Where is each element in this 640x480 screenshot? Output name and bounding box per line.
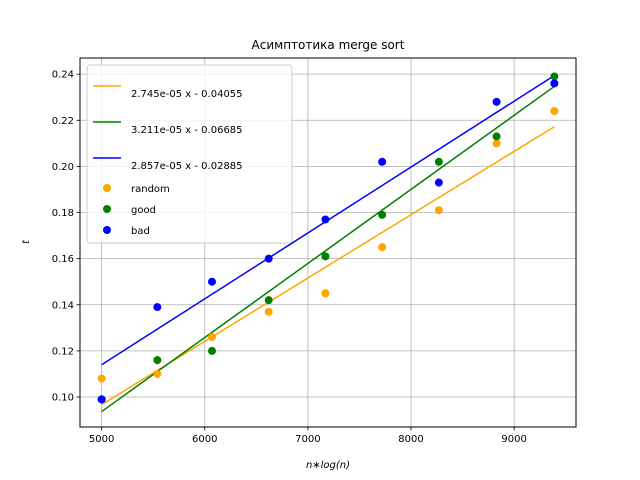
point-random xyxy=(321,289,330,298)
legend-marker xyxy=(103,205,111,213)
y-tick-label: 0.10 xyxy=(52,393,74,404)
point-good xyxy=(492,132,501,141)
legend-marker xyxy=(103,184,111,192)
point-random xyxy=(207,333,216,342)
legend-box xyxy=(86,64,293,244)
point-random xyxy=(264,307,273,316)
y-tick-label: 0.14 xyxy=(52,300,74,311)
chart-title: Асимптотика merge sort xyxy=(252,38,405,52)
point-bad xyxy=(321,215,330,224)
legend-fit-label: 2.857e-05 x - 0.02885 xyxy=(131,161,243,172)
point-good xyxy=(207,346,216,355)
y-tick-label: 0.12 xyxy=(52,346,74,357)
point-bad xyxy=(550,79,559,88)
fit-line-1 xyxy=(101,85,555,413)
point-good xyxy=(378,210,387,219)
point-bad xyxy=(492,97,501,106)
data-points xyxy=(97,72,559,404)
point-bad xyxy=(434,178,443,187)
point-bad xyxy=(378,157,387,166)
plot-frame xyxy=(79,57,577,428)
x-tick-label: 7000 xyxy=(295,434,320,445)
x-axis-ticks: 5000 6000 7000 8000 9000 xyxy=(89,427,527,445)
y-axis-label: t xyxy=(21,239,32,244)
y-tick-label: 0.22 xyxy=(52,116,74,127)
point-bad xyxy=(153,303,162,312)
x-tick-label: 8000 xyxy=(398,434,423,445)
legend-marker xyxy=(103,226,111,234)
legend-fit-label: 3.211e-05 x - 0.06685 xyxy=(131,125,243,136)
y-axis-ticks: 0.10 0.12 0.14 0.16 0.18 0.20 0.22 0.24 xyxy=(52,70,80,404)
point-random xyxy=(97,374,106,383)
legend-fit-label: 2.745e-05 x - 0.04055 xyxy=(131,89,243,100)
point-good xyxy=(153,356,162,365)
x-tick-label: 9000 xyxy=(501,434,526,445)
legend: 2.745e-05 x - 0.04055 3.211e-05 x - 0.066… xyxy=(86,64,293,244)
y-tick-label: 0.20 xyxy=(52,162,74,173)
x-tick-label: 6000 xyxy=(192,434,217,445)
legend-series-label: bad xyxy=(131,226,150,237)
point-bad xyxy=(264,254,273,263)
point-random xyxy=(434,206,443,215)
point-bad xyxy=(207,277,216,286)
point-random xyxy=(378,243,387,252)
point-random xyxy=(153,369,162,378)
point-good xyxy=(321,252,330,261)
point-good xyxy=(550,72,559,81)
y-tick-label: 0.16 xyxy=(52,254,74,265)
y-tick-label: 0.24 xyxy=(52,70,74,81)
point-random xyxy=(492,139,501,148)
fit-line-0 xyxy=(101,126,555,406)
point-good xyxy=(434,157,443,166)
y-tick-label: 0.18 xyxy=(52,208,74,219)
point-bad xyxy=(97,395,106,404)
point-random xyxy=(550,107,559,116)
legend-series-label: random xyxy=(131,184,170,195)
x-tick-label: 5000 xyxy=(89,434,114,445)
x-axis-label: n∗log(n) xyxy=(306,460,350,471)
point-good xyxy=(264,296,273,305)
legend-series-label: good xyxy=(131,205,156,216)
